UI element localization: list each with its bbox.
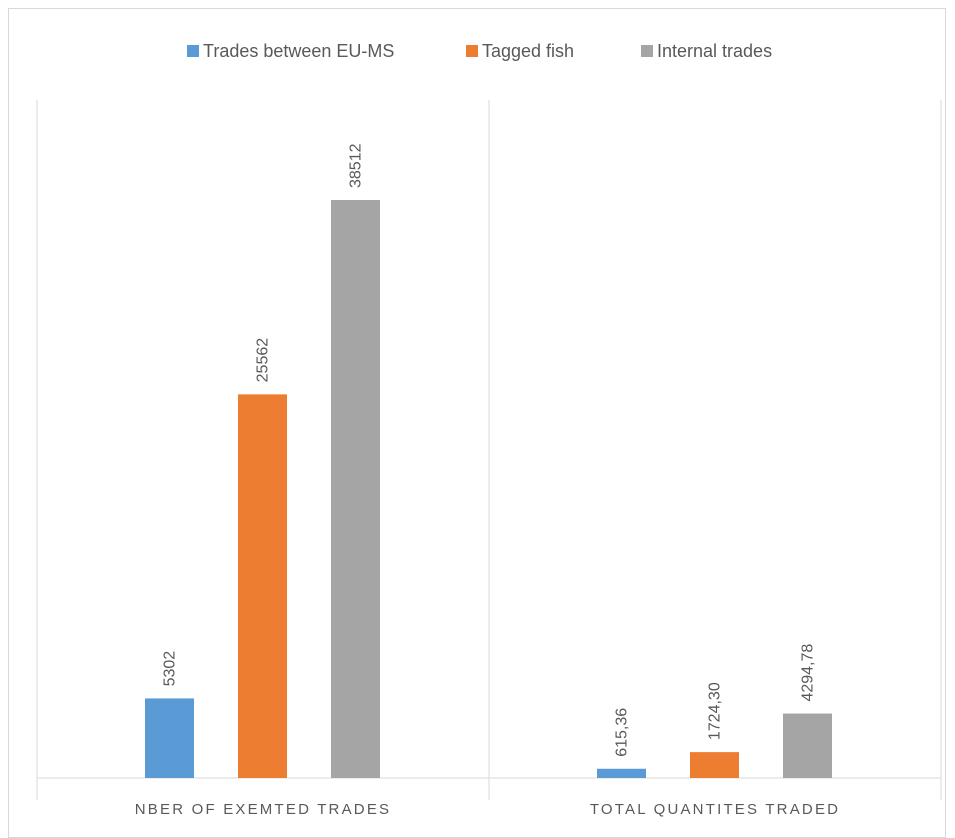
data-label: 5302 [162,651,179,687]
legend-label: Internal trades [657,41,772,61]
data-label: 1724,30 [707,682,724,740]
bar [238,394,287,778]
legend-label: Tagged fish [482,41,574,61]
bar [597,768,646,778]
legend: Trades between EU-MS Tagged fish Internal … [187,41,772,61]
data-label: 615,36 [614,708,631,757]
category-labels: NBER OF EXEMTED TRADES TOTAL QUANTITES TR… [135,801,840,818]
legend-label: Trades between EU-MS [203,41,394,61]
data-label: 4294,78 [800,644,817,702]
bar [783,713,832,778]
bar [145,698,194,778]
legend-swatch [641,45,653,57]
data-label: 25562 [255,338,272,383]
bar [690,752,739,778]
legend-swatch [466,45,478,57]
category-label: TOTAL QUANTITES TRADED [590,801,840,818]
bars [145,200,832,778]
data-label: 38512 [348,143,365,188]
data-labels: 5302 25562 38512 615,36 1724,30 4294,78 [162,143,817,756]
category-label: NBER OF EXEMTED TRADES [135,801,392,818]
legend-swatch [187,45,199,57]
bar [331,200,380,778]
